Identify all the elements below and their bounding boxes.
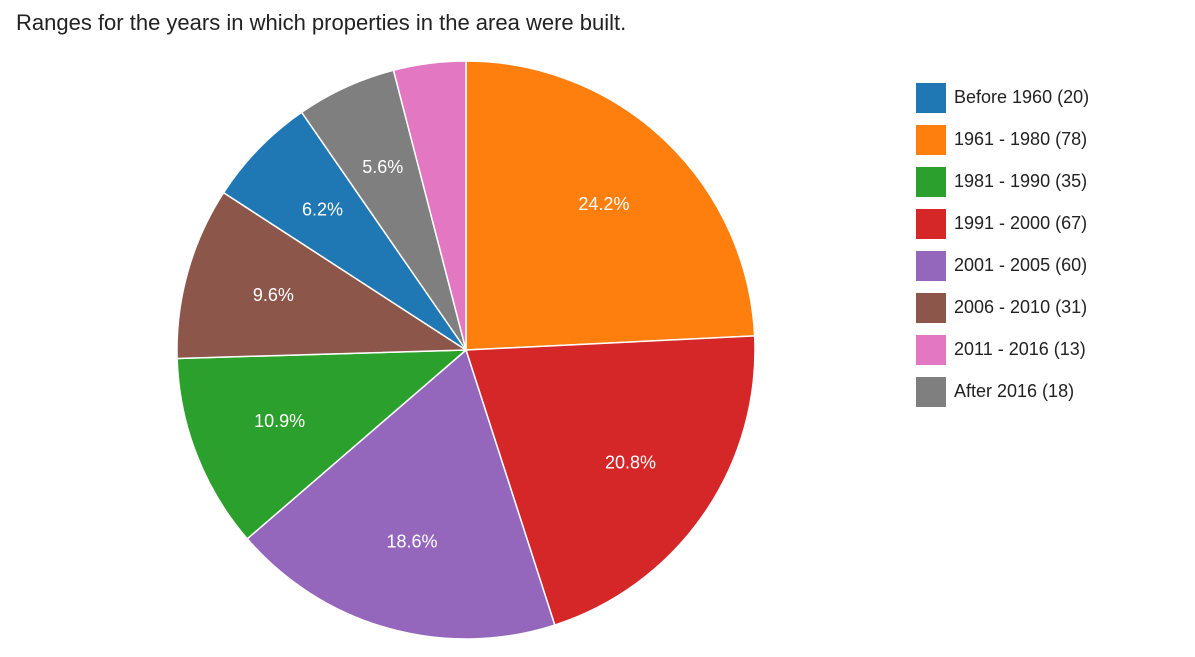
legend-label-0: Before 1960 (20) [954, 87, 1090, 107]
legend-label-3: 1991 - 2000 (67) [954, 213, 1088, 233]
slice-label-5: 9.6% [253, 285, 294, 305]
legend-label-1: 1961 - 1980 (78) [954, 129, 1088, 149]
legend-swatch-7 [916, 377, 946, 407]
legend-label-6: 2011 - 2016 (13) [954, 339, 1086, 359]
legend-swatch-4 [916, 251, 946, 281]
legend-swatch-6 [916, 335, 946, 365]
pie-slice-4 [246, 348, 556, 640]
slice-label-3: 20.8% [605, 452, 656, 472]
slice-label-4: 18.6% [387, 531, 438, 551]
pie-slice-1 [465, 60, 756, 351]
slice-label-2: 10.9% [254, 411, 305, 431]
legend-label-4: 2001 - 2005 (60) [954, 255, 1088, 275]
legend-swatch-2 [916, 167, 946, 197]
pie-slice-5 [176, 191, 469, 360]
legend-swatch-5 [916, 293, 946, 323]
legend-label-5: 2006 - 2010 (31) [954, 297, 1088, 317]
legend-swatch-3 [916, 209, 946, 239]
pie-slice-6 [392, 60, 467, 351]
slice-label-0: 6.2% [302, 199, 343, 219]
pie-slice-2 [176, 349, 469, 540]
chart-title: Ranges for the years in which properties… [16, 10, 627, 35]
legend-label-7: After 2016 (18) [954, 381, 1075, 401]
slice-label-1: 24.2% [578, 194, 629, 214]
legend-swatch-0 [916, 83, 946, 113]
slice-label-7: 5.6% [362, 157, 403, 177]
legend-swatch-1 [916, 125, 946, 155]
pie-slice-3 [464, 335, 756, 626]
legend-label-2: 1981 - 1990 (35) [954, 171, 1088, 191]
